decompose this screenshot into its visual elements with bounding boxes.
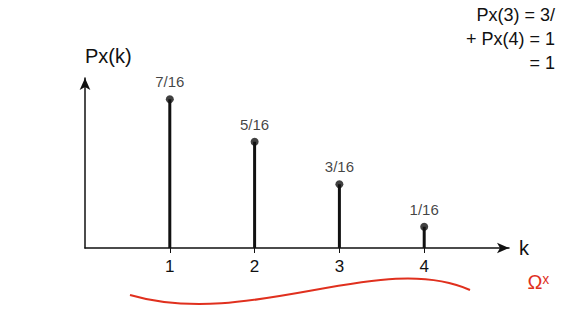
svg-text:Ωˣ: Ωˣ xyxy=(527,271,549,293)
svg-text:1/16: 1/16 xyxy=(410,201,439,218)
svg-text:2: 2 xyxy=(250,257,259,276)
svg-text:Px(3) = 3/: Px(3) = 3/ xyxy=(476,5,555,25)
svg-text:3/16: 3/16 xyxy=(325,158,354,175)
svg-text:3: 3 xyxy=(335,257,344,276)
svg-text:= 1: = 1 xyxy=(529,53,555,73)
svg-text:7/16: 7/16 xyxy=(155,73,184,90)
svg-text:1: 1 xyxy=(165,257,174,276)
svg-text:5/16: 5/16 xyxy=(240,116,269,133)
svg-text:4: 4 xyxy=(419,257,428,276)
svg-text:+ Px(4) = 1: + Px(4) = 1 xyxy=(466,29,555,49)
svg-text:Px(k): Px(k) xyxy=(85,45,132,67)
svg-text:k: k xyxy=(519,237,530,259)
